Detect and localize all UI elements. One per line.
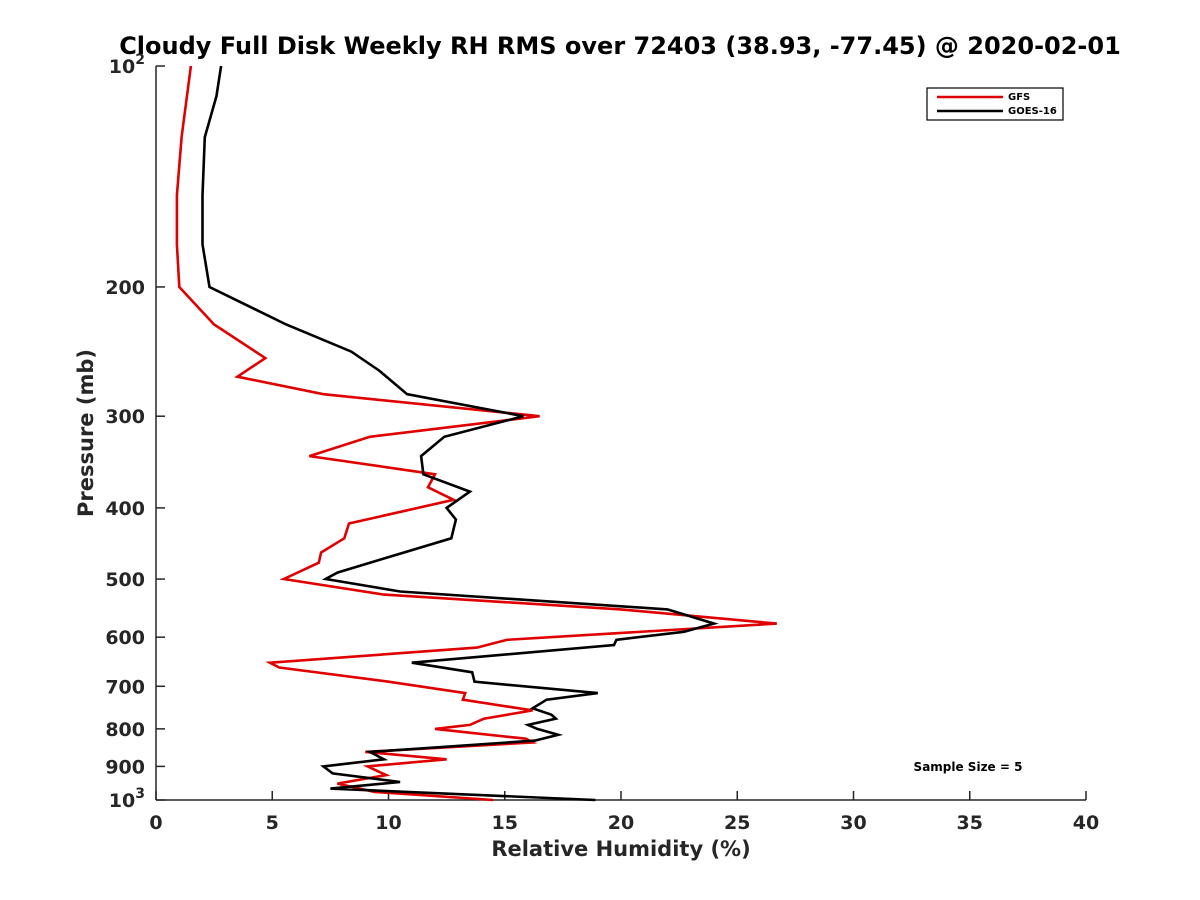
x-tick-label: 0 <box>149 812 162 834</box>
legend-box <box>926 87 1064 121</box>
y-ticks: 102 200 300 400 500 600 700 800 900 103 <box>105 52 165 812</box>
y-tick-label: 600 <box>105 627 145 649</box>
series-line-gfs <box>175 65 777 802</box>
y-tick-label: 800 <box>105 719 145 741</box>
axes <box>155 66 1086 801</box>
sample-size-annotation: Sample Size = 5 <box>914 760 1023 774</box>
y-tick-label: 500 <box>105 569 145 591</box>
y-tick-label: 103 <box>109 786 145 812</box>
y-axis-label: Pressure (mb) <box>74 349 98 517</box>
x-tick-label: 40 <box>1073 812 1099 834</box>
x-tick-label: 5 <box>266 812 279 834</box>
x-tick-label: 35 <box>957 812 983 834</box>
x-tick-label: 20 <box>608 812 634 834</box>
x-ticks: 0 5 10 15 20 25 30 35 40 <box>149 791 1099 834</box>
series-layer <box>175 65 777 802</box>
legend-label-gfs: GFS <box>1008 92 1030 103</box>
x-tick-label: 10 <box>375 812 401 834</box>
x-tick-label: 30 <box>840 812 866 834</box>
y-tick-label: 200 <box>105 277 145 299</box>
chart-title: Cloudy Full Disk Weekly RH RMS over 7240… <box>119 32 1121 60</box>
y-tick-label: 700 <box>105 676 145 698</box>
series-line-goes16 <box>201 65 719 802</box>
x-tick-label: 25 <box>724 812 750 834</box>
x-tick-label: 15 <box>492 812 518 834</box>
legend: GFS GOES-16 <box>926 87 1064 121</box>
x-axis-label: Relative Humidity (%) <box>491 837 750 861</box>
y-tick-label: 400 <box>105 498 145 520</box>
legend-label-goes16: GOES-16 <box>1008 106 1057 117</box>
y-tick-label: 300 <box>105 406 145 428</box>
y-tick-label: 900 <box>105 756 145 778</box>
y-tick-label: 102 <box>109 52 145 78</box>
